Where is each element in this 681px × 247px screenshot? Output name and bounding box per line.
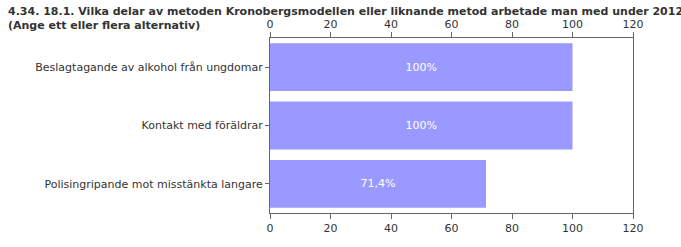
svg-text:40: 40 — [384, 18, 398, 31]
svg-text:20: 20 — [324, 222, 338, 235]
svg-text:120: 120 — [623, 222, 644, 235]
svg-text:20: 20 — [324, 18, 338, 31]
svg-text:4.34. 18.1. Vilka delar av met: 4.34. 18.1. Vilka delar av metoden Krono… — [8, 5, 681, 32]
svg-text:0: 0 — [267, 18, 274, 31]
svg-text:80: 80 — [505, 222, 519, 235]
svg-text:40: 40 — [384, 222, 398, 235]
svg-text:Kontakt med föräldrar: Kontakt med föräldrar — [142, 119, 264, 132]
svg-text:71,4%: 71,4% — [361, 177, 396, 190]
svg-text:80: 80 — [505, 18, 519, 31]
svg-text:0: 0 — [267, 222, 274, 235]
svg-text:100: 100 — [562, 18, 583, 31]
svg-text:Polisingripande mot misstänkta: Polisingripande mot misstänkta langare — [44, 178, 263, 191]
svg-text:100%: 100% — [406, 119, 437, 132]
svg-text:100: 100 — [562, 222, 583, 235]
svg-text:100%: 100% — [406, 61, 437, 74]
svg-text:Beslagtagande av alkohol från: Beslagtagande av alkohol från ungdomar — [35, 61, 263, 74]
svg-text:60: 60 — [445, 222, 459, 235]
svg-text:60: 60 — [445, 18, 459, 31]
svg-text:120: 120 — [623, 18, 644, 31]
